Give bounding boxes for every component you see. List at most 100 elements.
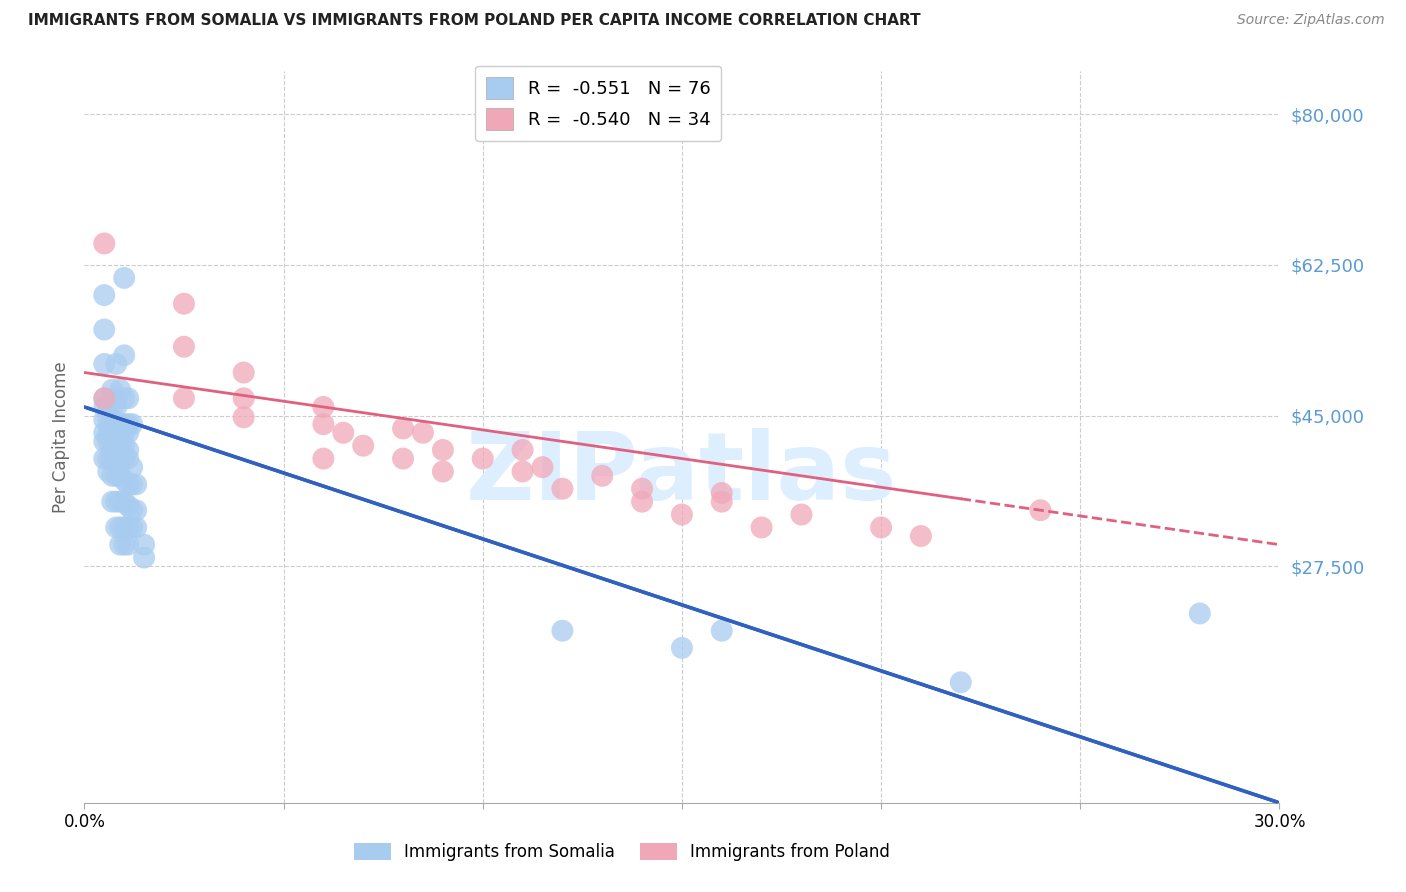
Point: [112, 538, 135, 552]
Point: [93, 392, 115, 406]
Point: [105, 434, 128, 449]
Point: [173, 392, 195, 406]
Point: [132, 538, 156, 552]
Point: [97, 413, 120, 427]
Point: [910, 529, 932, 543]
Point: [512, 465, 534, 479]
Point: [125, 503, 148, 517]
Point: [110, 439, 132, 453]
Point: [101, 413, 124, 427]
Point: [352, 439, 374, 453]
Point: [93, 288, 115, 302]
Point: [112, 348, 135, 362]
Point: [112, 494, 135, 508]
Point: [110, 383, 132, 397]
Point: [105, 400, 128, 414]
Point: [110, 425, 132, 440]
Point: [117, 392, 139, 406]
Point: [312, 417, 335, 432]
Point: [97, 425, 120, 440]
Point: [105, 494, 128, 508]
Point: [631, 482, 654, 496]
Point: [112, 439, 135, 453]
Point: [93, 322, 115, 336]
Point: [392, 451, 415, 466]
Point: [93, 236, 115, 251]
Point: [112, 392, 135, 406]
Point: [949, 675, 972, 690]
Point: [101, 451, 124, 466]
Point: [710, 624, 733, 638]
Point: [97, 465, 120, 479]
Point: [117, 499, 139, 513]
Point: [97, 451, 120, 466]
Point: [101, 494, 124, 508]
Point: [432, 465, 454, 479]
Point: [110, 417, 132, 432]
Point: [93, 357, 115, 371]
Point: [471, 451, 494, 466]
Point: [392, 421, 415, 435]
Text: IMMIGRANTS FROM SOMALIA VS IMMIGRANTS FROM POLAND PER CAPITA INCOME CORRELATION : IMMIGRANTS FROM SOMALIA VS IMMIGRANTS FR…: [28, 13, 921, 29]
Point: [232, 392, 254, 406]
Text: Source: ZipAtlas.com: Source: ZipAtlas.com: [1237, 13, 1385, 28]
Point: [751, 520, 773, 534]
Point: [110, 520, 132, 534]
Point: [105, 451, 128, 466]
Point: [112, 271, 135, 285]
Point: [105, 392, 128, 406]
Point: [93, 434, 115, 449]
Point: [432, 442, 454, 457]
Point: [117, 425, 139, 440]
Point: [332, 425, 354, 440]
Point: [121, 503, 143, 517]
Point: [105, 417, 128, 432]
Point: [93, 451, 115, 466]
Point: [117, 442, 139, 457]
Point: [132, 550, 156, 565]
Point: [790, 508, 813, 522]
Point: [671, 508, 693, 522]
Point: [551, 482, 574, 496]
Point: [105, 357, 128, 371]
Point: [110, 538, 132, 552]
Point: [117, 451, 139, 466]
Point: [101, 383, 124, 397]
Point: [110, 468, 132, 483]
Point: [121, 417, 143, 432]
Point: [710, 494, 733, 508]
Point: [112, 425, 135, 440]
Point: [97, 400, 120, 414]
Point: [312, 400, 335, 414]
Point: [173, 340, 195, 354]
Point: [121, 460, 143, 475]
Point: [112, 520, 135, 534]
Point: [105, 520, 128, 534]
Point: [125, 477, 148, 491]
Point: [551, 624, 574, 638]
Point: [93, 400, 115, 414]
Point: [412, 425, 434, 440]
Point: [110, 451, 132, 466]
Point: [631, 494, 654, 508]
Legend: Immigrants from Somalia, Immigrants from Poland: Immigrants from Somalia, Immigrants from…: [347, 836, 897, 868]
Point: [101, 434, 124, 449]
Point: [110, 494, 132, 508]
Point: [117, 417, 139, 432]
Point: [93, 413, 115, 427]
Point: [101, 425, 124, 440]
Point: [312, 451, 335, 466]
Point: [1029, 503, 1052, 517]
Point: [870, 520, 893, 534]
Point: [531, 460, 554, 475]
Point: [117, 477, 139, 491]
Point: [93, 392, 115, 406]
Point: [105, 468, 128, 483]
Point: [105, 425, 128, 440]
Point: [710, 486, 733, 500]
Point: [591, 468, 613, 483]
Point: [671, 640, 693, 655]
Point: [97, 434, 120, 449]
Point: [112, 417, 135, 432]
Point: [112, 473, 135, 487]
